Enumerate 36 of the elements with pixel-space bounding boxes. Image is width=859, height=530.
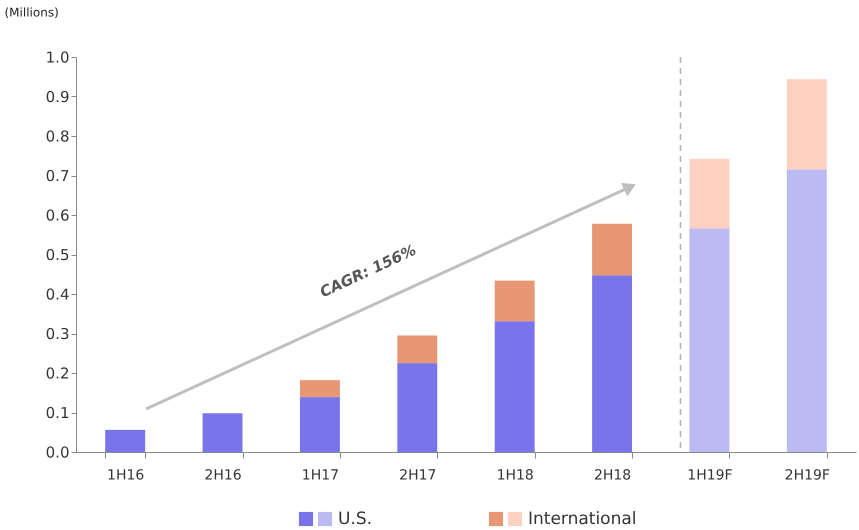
y-axis-title: (Millions) <box>4 6 59 20</box>
bar <box>397 363 438 452</box>
y-tick-label: 0.8 <box>46 128 70 146</box>
x-tick-label: 1H19F <box>687 468 733 484</box>
x-tick-label: 2H19F <box>784 468 830 484</box>
y-tick-label: 0.7 <box>46 167 70 185</box>
y-tick-label: 0.2 <box>46 364 70 382</box>
bar <box>397 335 438 364</box>
bar <box>300 397 340 452</box>
bar <box>786 79 827 170</box>
bar <box>592 275 632 452</box>
bar <box>105 430 146 452</box>
x-tick-label: 2H18 <box>594 468 632 484</box>
y-tick-label: 0.5 <box>46 246 70 264</box>
x-tick-label: 1H18 <box>496 468 534 484</box>
y-tick-label: 0.9 <box>46 88 70 106</box>
bar <box>689 228 730 452</box>
bar <box>494 280 535 322</box>
y-tick-label: 0.3 <box>46 325 70 343</box>
y-tick-label: 0.6 <box>46 206 70 224</box>
x-tick-label: 2H17 <box>399 468 436 484</box>
y-tick-label: 0.4 <box>46 286 70 304</box>
bar <box>202 413 243 452</box>
bar <box>300 380 340 398</box>
bar <box>494 321 535 452</box>
x-tick-label: 1H17 <box>302 468 340 484</box>
x-tick-label: 2H16 <box>204 468 242 484</box>
x-tick-label: 1H16 <box>107 468 144 484</box>
bar <box>689 158 730 228</box>
y-tick-label: 1.0 <box>46 48 70 66</box>
bar <box>592 224 632 276</box>
legend-label: International <box>528 509 636 529</box>
bar <box>786 170 827 452</box>
y-tick-label: 0.0 <box>46 444 70 462</box>
legend-label: U.S. <box>338 509 372 529</box>
y-tick-label: 0.1 <box>46 404 70 422</box>
